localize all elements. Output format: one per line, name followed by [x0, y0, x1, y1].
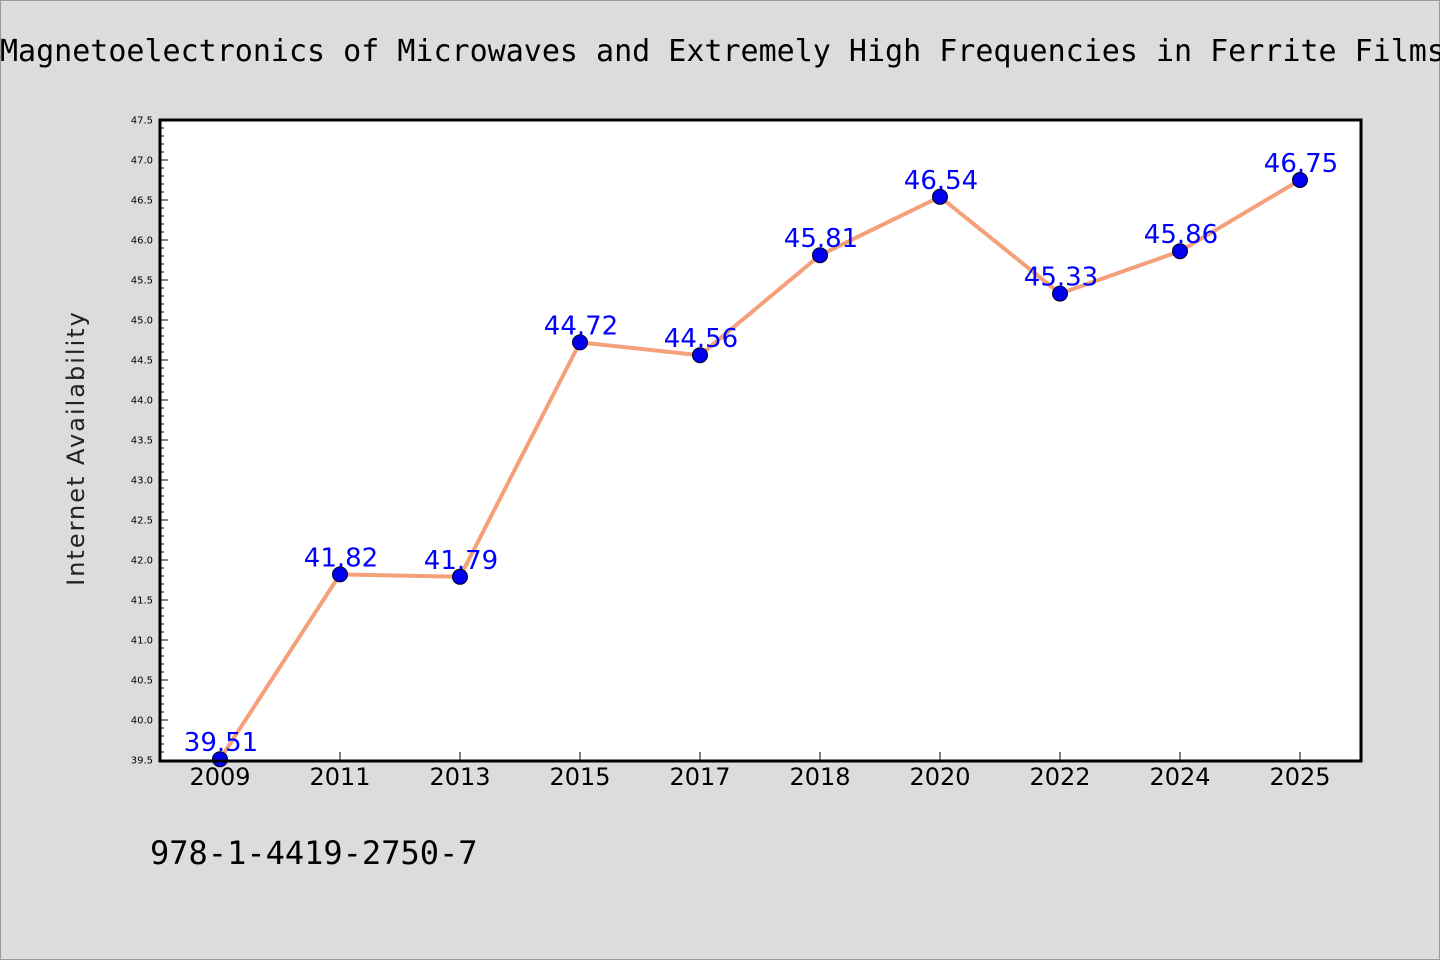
data-label: 45.86: [1144, 220, 1218, 250]
data-point: [452, 568, 468, 585]
x-tick-label: 2018: [789, 763, 850, 791]
data-point: [1292, 172, 1308, 188]
data-label: 45.81: [784, 224, 858, 254]
data-point: [212, 751, 228, 768]
chart-title: Magnetoelectronics of Microwaves and Ext…: [0, 34, 1440, 69]
data-label: 46.75: [1264, 149, 1338, 179]
y-tick-label: 43.0: [131, 476, 153, 487]
series-line: [218, 178, 1302, 762]
y-tick-label: 47.5: [131, 116, 153, 127]
y-tick-label: 45.5: [131, 276, 153, 287]
y-tick-label: 41.5: [131, 596, 153, 607]
data-point: [1052, 285, 1068, 302]
x-tick-label: 2009: [189, 763, 250, 791]
x-tick-label: 2022: [1029, 763, 1090, 791]
data-label: 45.33: [1024, 263, 1098, 293]
y-tick-label: 41.0: [131, 636, 153, 647]
data-point: [812, 247, 828, 264]
x-tick-label: 2013: [429, 763, 490, 791]
plot-area: [160, 120, 1361, 761]
y-tick-label: 46.0: [131, 236, 153, 247]
data-label: 46.54: [904, 166, 978, 196]
y-tick-label: 40.0: [131, 716, 153, 727]
x-axis-ticks: 2009 2011 2013 2015 2017 2018 2020 2022 2024 2025: [189, 752, 1331, 791]
y-tick-label: 44.0: [131, 396, 153, 407]
marker-group: [212, 172, 1308, 768]
x-tick-label: 2015: [549, 763, 610, 791]
y-tick-label: 46.5: [131, 196, 153, 207]
y-axis-ticks: 39.5 40.0 40.5 41.0 41.5 42.0 42.5 43.0 43.5 44.0…: [131, 116, 168, 767]
y-tick-label: 44.5: [131, 356, 153, 367]
x-tick-label: 2011: [309, 763, 370, 791]
data-point: [692, 347, 708, 364]
y-tick-label: 42.5: [131, 516, 153, 527]
y-tick-label: 43.5: [131, 436, 153, 447]
y-axis-label: Internet Availability: [62, 310, 90, 586]
data-point: [1172, 243, 1188, 260]
y-tick-label: 39.5: [131, 756, 153, 767]
data-label: 41.82: [304, 543, 378, 573]
plot-border: [158, 118, 1363, 763]
data-label: 41.79: [424, 546, 498, 576]
data-label: 44.72: [544, 311, 618, 341]
y-tick-label: 47.0: [131, 156, 153, 167]
x-tick-label: 2024: [1149, 763, 1210, 791]
y-tick-label: 45.0: [131, 316, 153, 327]
y-tick-label: 40.5: [131, 676, 153, 687]
data-point: [932, 188, 948, 205]
isbn-text: 978-1-4419-2750-7: [150, 834, 478, 872]
data-label: 44.56: [664, 324, 738, 354]
y-tick-label: 42.0: [131, 556, 153, 567]
x-tick-label: 2017: [669, 763, 730, 791]
series-line-group: [218, 178, 1302, 762]
x-tick-label: 2025: [1269, 763, 1330, 791]
data-label-group: 39.51 41.82 41.79 44.72 44.56 45.81 46.54 45.33…: [184, 149, 1338, 758]
data-point: [572, 334, 588, 351]
data-label: 39.51: [184, 728, 258, 758]
data-point: [332, 566, 348, 583]
x-tick-label: 2020: [909, 763, 970, 791]
